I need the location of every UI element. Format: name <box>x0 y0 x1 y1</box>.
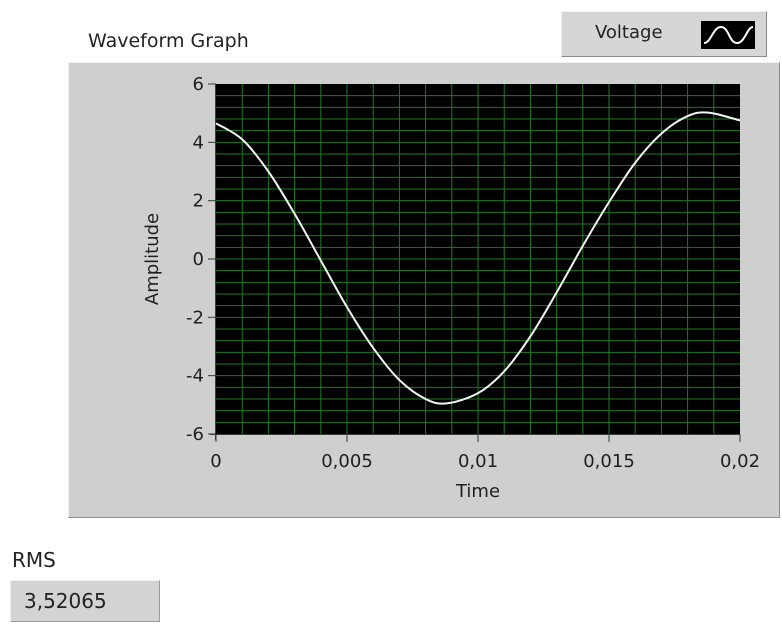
rms-value: 3,52065 <box>24 589 107 613</box>
y-tick-label: 2 <box>193 191 204 212</box>
plot-legend[interactable]: Voltage <box>561 11 767 57</box>
y-tick-label: 4 <box>193 132 204 153</box>
x-tick-label: 0,015 <box>583 451 635 472</box>
x-tick-label: 0,005 <box>321 451 373 472</box>
y-tick-label: -2 <box>186 307 204 328</box>
y-tick-label: -6 <box>186 424 204 445</box>
y-tick-label: 6 <box>193 74 204 95</box>
waveform-chart: 6 4 2 0 -2 -4 -6 0 0,005 0,01 0,015 0,02 Time Amplitu… <box>142 74 760 502</box>
y-axis-title: Amplitude <box>142 213 163 305</box>
x-tick-label: 0,02 <box>720 451 760 472</box>
legend-label: Voltage <box>595 22 663 43</box>
rms-label: RMS <box>12 548 56 572</box>
sine-wave-icon <box>701 21 755 49</box>
graph-title: Waveform Graph <box>88 30 249 52</box>
x-tick-label: 0,01 <box>458 451 498 472</box>
y-tick-label: 0 <box>193 249 204 270</box>
rms-indicator: 3,52065 <box>10 580 160 622</box>
y-tick-label: -4 <box>186 366 204 387</box>
voltage-trace <box>215 111 741 405</box>
x-axis-title: Time <box>455 481 500 502</box>
graph-panel: 6 4 2 0 -2 -4 -6 0 0,005 0,01 0,015 0,02 Time Amplitu… <box>68 62 780 518</box>
x-tick-label: 0 <box>210 451 221 472</box>
